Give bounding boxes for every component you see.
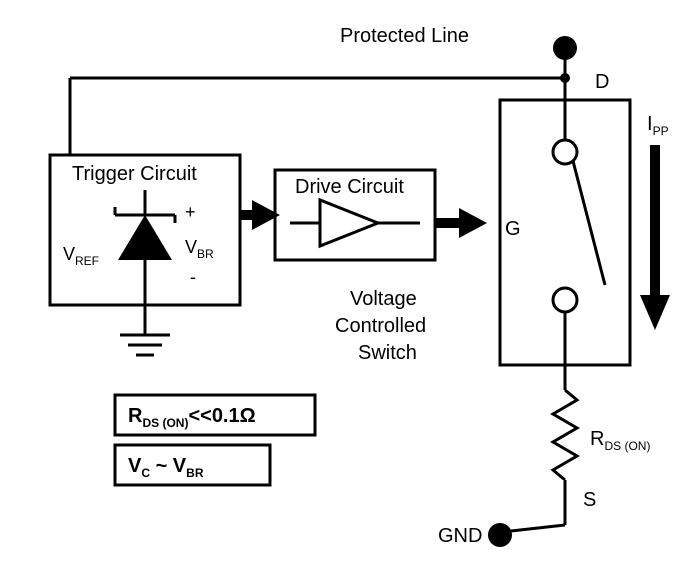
gnd-label: GND [438,525,482,547]
terminal-s-final: S [583,489,596,511]
gnd-node [488,523,512,547]
